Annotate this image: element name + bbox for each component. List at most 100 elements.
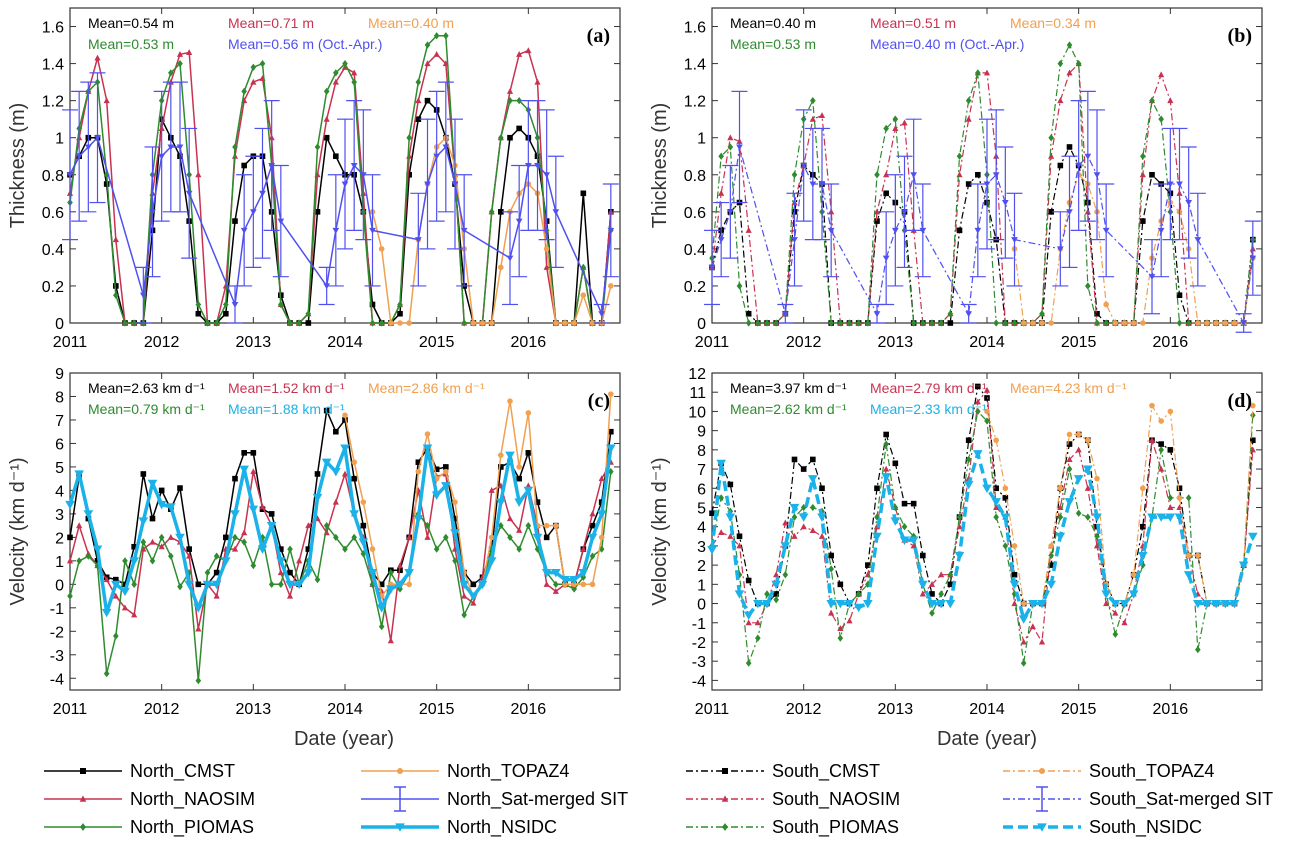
data-point xyxy=(1185,552,1192,559)
y-tick-label: 0.6 xyxy=(684,205,706,222)
data-point xyxy=(323,134,330,141)
data-point xyxy=(800,523,807,530)
series-line xyxy=(711,44,1254,324)
data-point xyxy=(525,482,532,489)
mean-label: Mean=0.40 m xyxy=(368,15,454,31)
data-point xyxy=(718,529,725,535)
data-point xyxy=(543,264,550,270)
data-point xyxy=(1158,71,1165,78)
x-tick-label: 2013 xyxy=(236,701,272,718)
data-point xyxy=(386,585,396,594)
data-point xyxy=(507,533,513,542)
data-point xyxy=(287,319,293,327)
data-point xyxy=(1183,571,1194,580)
x-tick-label: 2014 xyxy=(327,334,363,351)
data-point xyxy=(1220,599,1231,609)
data-point xyxy=(250,78,257,85)
data-point xyxy=(204,568,211,577)
data-point xyxy=(809,115,816,122)
data-point xyxy=(1158,418,1164,424)
data-point xyxy=(65,500,75,510)
data-point xyxy=(259,503,266,510)
data-point xyxy=(332,498,339,505)
data-point xyxy=(424,534,431,540)
data-point xyxy=(186,546,192,552)
data-point xyxy=(1249,446,1256,453)
data-point xyxy=(488,534,495,541)
data-point xyxy=(1055,532,1066,542)
data-point xyxy=(305,310,312,318)
data-point xyxy=(239,465,249,475)
data-point xyxy=(66,557,74,564)
y-tick-label: 0 xyxy=(697,316,706,333)
data-point xyxy=(1165,513,1176,522)
data-point xyxy=(333,428,339,435)
data-point xyxy=(874,218,880,224)
data-point xyxy=(956,152,963,160)
data-point xyxy=(286,592,294,599)
data-point xyxy=(76,557,82,565)
y-tick-label: -1 xyxy=(692,616,706,633)
data-point xyxy=(523,486,534,496)
panel-label-d: (d) xyxy=(1228,390,1252,412)
data-point xyxy=(1185,200,1193,206)
y-tick-label: 9 xyxy=(697,424,706,441)
x-tick-label: 2012 xyxy=(144,701,180,718)
data-point xyxy=(938,319,944,327)
data-point xyxy=(387,637,394,644)
mean-label: Mean=0.71 m xyxy=(228,15,314,31)
data-point xyxy=(323,521,330,530)
data-point xyxy=(415,97,422,104)
x-tick-label: 2014 xyxy=(969,701,1005,718)
x-tick-label: 2012 xyxy=(786,701,822,718)
data-point xyxy=(1140,152,1146,160)
data-point xyxy=(388,320,394,326)
data-point xyxy=(277,218,285,225)
data-point xyxy=(498,264,504,271)
y-tick-label: 2 xyxy=(55,530,64,547)
y-tick-label: 3 xyxy=(55,507,64,524)
data-point xyxy=(433,50,440,57)
data-point xyxy=(1193,599,1203,609)
y-tick-label: 0.6 xyxy=(42,205,64,222)
data-point xyxy=(984,395,990,401)
data-point xyxy=(1046,580,1056,590)
panel-label-b: (b) xyxy=(1228,25,1252,47)
data-point xyxy=(113,291,119,299)
data-point xyxy=(1167,504,1174,511)
data-point xyxy=(120,587,130,597)
data-point xyxy=(1195,646,1201,654)
data-point xyxy=(1176,319,1183,327)
data-point xyxy=(231,301,239,308)
data-point xyxy=(331,468,341,477)
data-point xyxy=(791,456,798,463)
series-piomas xyxy=(67,32,614,327)
series-line xyxy=(1013,174,1254,324)
data-point xyxy=(791,532,798,539)
data-point xyxy=(1140,218,1146,224)
data-point xyxy=(443,468,449,475)
data-point xyxy=(1066,41,1073,49)
data-point xyxy=(149,209,156,216)
data-point xyxy=(1148,436,1156,443)
data-point xyxy=(872,532,882,542)
data-point xyxy=(984,417,990,425)
legend-marker xyxy=(397,768,403,774)
data-point xyxy=(580,190,587,197)
data-point xyxy=(598,534,605,541)
data-point xyxy=(122,557,128,565)
data-point xyxy=(186,49,193,55)
data-point xyxy=(1011,237,1018,243)
legend-entry-nsidc: South_NSIDC xyxy=(1003,817,1202,838)
data-point xyxy=(819,485,825,492)
panel-c-velocity-north: -4 -3 -2 -1 0 1 2 3 4 5 6 7 8 9 2011 2012 2013 2014 2015 20… xyxy=(7,366,621,718)
data-point xyxy=(268,580,275,588)
data-point xyxy=(1075,431,1082,438)
data-point xyxy=(837,581,844,588)
data-point xyxy=(1148,274,1156,281)
data-point xyxy=(791,237,798,243)
data-point xyxy=(1048,209,1054,215)
data-point xyxy=(166,503,176,512)
data-point xyxy=(727,134,734,141)
data-point xyxy=(808,475,818,484)
